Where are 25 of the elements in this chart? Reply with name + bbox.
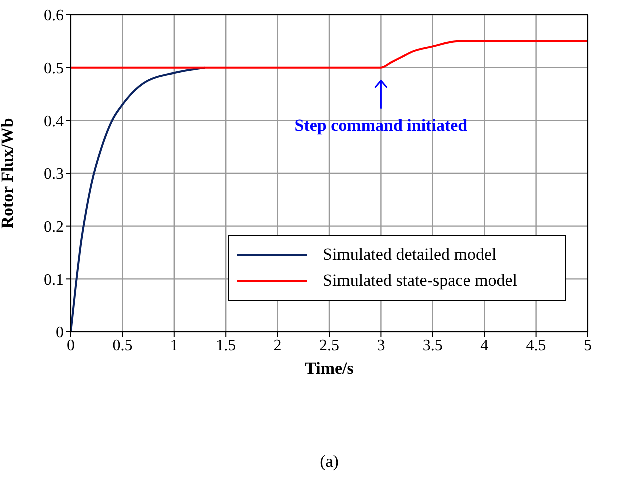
x-tick-label: 2 xyxy=(274,337,282,354)
y-tick-label: 0.6 xyxy=(44,8,64,25)
x-tick-label: 4.5 xyxy=(526,337,546,354)
x-tick-label: 3.5 xyxy=(422,337,443,354)
text: (a) xyxy=(319,452,340,472)
x-tick-label: 4 xyxy=(480,337,489,354)
y-tick-label: 0.3 xyxy=(44,166,64,184)
x-tick-label: 3 xyxy=(377,337,386,354)
annotation: Step command initiated xyxy=(294,116,468,135)
line-series xyxy=(71,40,588,69)
y-axis-title: Rotor Flux/Wb xyxy=(0,118,18,229)
y-tick-label: 0.1 xyxy=(44,272,64,289)
y-tick-label: 0 xyxy=(56,324,64,342)
x-axis-title: Time/s xyxy=(305,359,354,378)
legend-label: Simulated detailed model xyxy=(323,245,497,265)
x-tick-label: 1.5 xyxy=(216,337,236,354)
x-tick-label: 1 xyxy=(170,337,178,354)
y-tick-label: 0.2 xyxy=(44,219,64,236)
y-tick-label: 0.5 xyxy=(44,60,64,78)
x-tick-label: 0.5 xyxy=(112,337,133,354)
x-tick-label: 2.5 xyxy=(320,337,340,354)
y-tick-label: 0.4 xyxy=(44,113,64,130)
x-tick-label: 0 xyxy=(67,337,75,354)
legend-label: Simulated state-space model xyxy=(323,271,518,291)
x-tick-label: 5 xyxy=(584,337,592,354)
